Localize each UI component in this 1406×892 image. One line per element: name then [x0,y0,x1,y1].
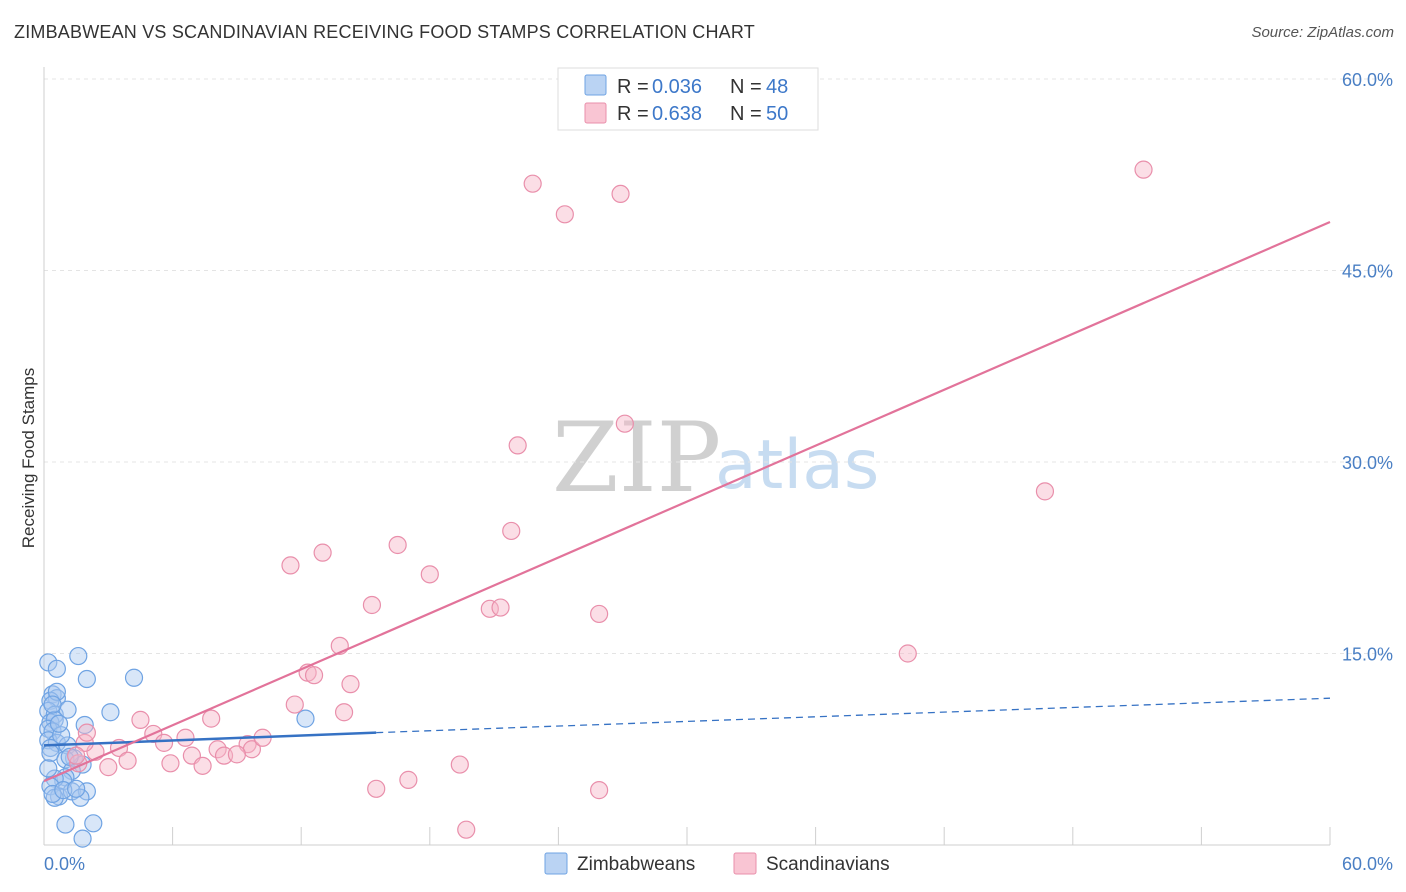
scandinavians-point [590,781,609,800]
scandinavians-point [154,733,174,752]
scandinavians-point [202,709,221,728]
trendlines [43,220,1331,783]
scandinavians-point [555,205,574,224]
correlation-legend: R = 0.036 N = 48 R = 0.638 N = 50 [557,67,819,131]
y-tick-label: 45.0% [1342,262,1393,282]
scandinavians-point [450,755,469,774]
legend-n-label-scandinavians: N = [730,103,762,125]
zimbabweans-point [71,788,90,807]
legend-r-value-zimbabweans: 0.036 [652,76,702,98]
scandinavians-point [590,604,609,624]
scandinavians-point [341,675,360,694]
y-axis-title: Receiving Food Stamps [19,368,38,548]
watermark-atlas: atlas [715,426,879,505]
scandinavians-point [491,598,510,617]
x-tick-label-min: 0.0% [44,854,85,874]
scandinavians-point [77,723,96,742]
scandinavians-point [420,565,439,584]
scandinavians-point [304,666,324,685]
scandinavians-point [502,521,521,541]
scandinavians-point [214,746,234,765]
scandinavians-point [523,174,542,193]
zimbabweans-point [49,714,69,733]
scandinavians-point [118,751,137,770]
scandinavians-point [615,414,634,433]
series-legend-swatch-scandinavians [733,852,757,875]
scandinavians-point [508,436,527,455]
series-legend: Zimbabweans Scandinavians [544,852,890,875]
scandinavians-point [285,695,304,714]
zimbabweans-point [77,669,96,689]
series-legend-label-scandinavians: Scandinavians [766,854,890,875]
zimbabweans-point [54,781,73,800]
scandinavians-point [367,779,386,798]
watermark: ZIP atlas [552,402,879,514]
legend-r-label-zimbabweans: R = [617,76,649,98]
scandinavians-point [334,703,354,722]
legend-n-value-scandinavians: 50 [766,103,788,125]
zimbabweans-point [56,815,75,834]
chart-title: ZIMBABWEAN VS SCANDINAVIAN RECEIVING FOO… [14,22,755,42]
zimbabweans-point [101,703,120,722]
zimbabweans-point [69,646,88,666]
scandinavians-point [457,820,476,839]
zimbabweans-trendline [43,731,377,747]
source-credit: Source: ZipAtlas.com [1251,24,1394,41]
scandinavians-point [161,754,180,773]
zimbabweans-point [67,779,86,798]
series-legend-label-zimbabweans: Zimbabweans [577,854,695,875]
scandinavians-point [898,644,917,663]
scandinavians-point [388,535,407,555]
scandinavians-point [313,543,332,562]
scandinavians-point [611,184,630,203]
scandinavians-point [193,756,212,775]
y-tick-label: 30.0% [1342,453,1393,473]
zimbabweans-trendline-extension [376,697,1331,734]
y-tick-label: 60.0% [1342,70,1393,90]
legend-swatch-zimbabweans [584,74,607,96]
watermark-zip: ZIP [552,402,721,514]
y-tick-label: 15.0% [1342,645,1393,665]
scandinavians-point [176,728,195,747]
y-tick-labels: 15.0% 30.0% 45.0% 60.0% [1342,70,1393,665]
scandinavians-point [67,746,86,765]
series-legend-swatch-zimbabweans [544,852,568,875]
gridlines [44,78,1393,654]
scandinavians-point [1134,160,1153,179]
legend-swatch-scandinavians [584,102,607,124]
zimbabweans-point [47,659,66,678]
zimbabweans-point [39,759,58,778]
scandinavians-point [362,595,382,615]
zimbabweans-point [43,695,62,714]
scandinavians-point [99,758,118,777]
zimbabweans-point [124,668,144,687]
scandinavians-point [281,556,300,575]
legend-r-label-scandinavians: R = [617,103,649,125]
legend-n-value-zimbabweans: 48 [766,76,788,98]
scandinavians-point [227,745,246,764]
zimbabweans-point [296,709,315,728]
zimbabweans-point [73,829,92,848]
scandinavians-point [131,710,150,729]
legend-r-value-scandinavians: 0.638 [652,103,702,125]
scandinavians-point [1035,482,1055,501]
x-tick-label-max: 60.0% [1342,854,1393,874]
zimbabweans-point [84,814,103,833]
zimbabweans-point [43,784,62,804]
axes [43,67,1331,846]
legend-n-label-zimbabweans: N = [730,76,762,98]
scandinavians-trendline [43,220,1331,783]
scandinavians-point [399,770,418,789]
